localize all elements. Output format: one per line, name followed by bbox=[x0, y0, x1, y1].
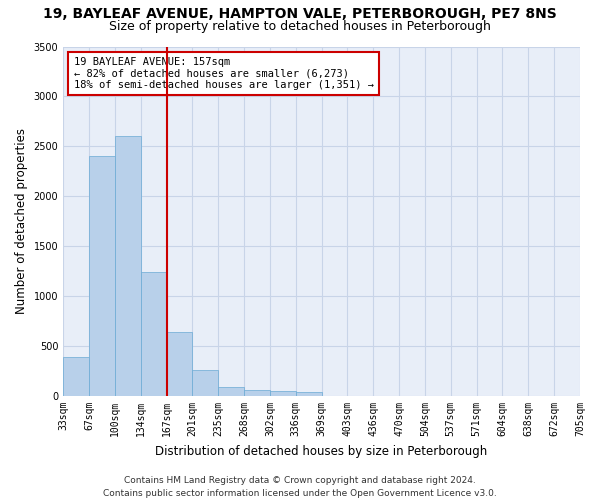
Bar bbox=[115, 136, 140, 396]
Bar bbox=[140, 272, 167, 396]
Bar bbox=[167, 332, 193, 396]
Bar bbox=[63, 357, 89, 396]
X-axis label: Distribution of detached houses by size in Peterborough: Distribution of detached houses by size … bbox=[155, 444, 488, 458]
Bar bbox=[218, 386, 244, 396]
Bar bbox=[296, 392, 322, 396]
Y-axis label: Number of detached properties: Number of detached properties bbox=[15, 128, 28, 314]
Text: Contains HM Land Registry data © Crown copyright and database right 2024.
Contai: Contains HM Land Registry data © Crown c… bbox=[103, 476, 497, 498]
Text: 19, BAYLEAF AVENUE, HAMPTON VALE, PETERBOROUGH, PE7 8NS: 19, BAYLEAF AVENUE, HAMPTON VALE, PETERB… bbox=[43, 8, 557, 22]
Text: 19 BAYLEAF AVENUE: 157sqm
← 82% of detached houses are smaller (6,273)
18% of se: 19 BAYLEAF AVENUE: 157sqm ← 82% of detac… bbox=[74, 57, 374, 90]
Bar bbox=[193, 370, 218, 396]
Bar bbox=[244, 390, 270, 396]
Bar bbox=[89, 156, 115, 396]
Text: Size of property relative to detached houses in Peterborough: Size of property relative to detached ho… bbox=[109, 20, 491, 33]
Bar bbox=[270, 390, 296, 396]
